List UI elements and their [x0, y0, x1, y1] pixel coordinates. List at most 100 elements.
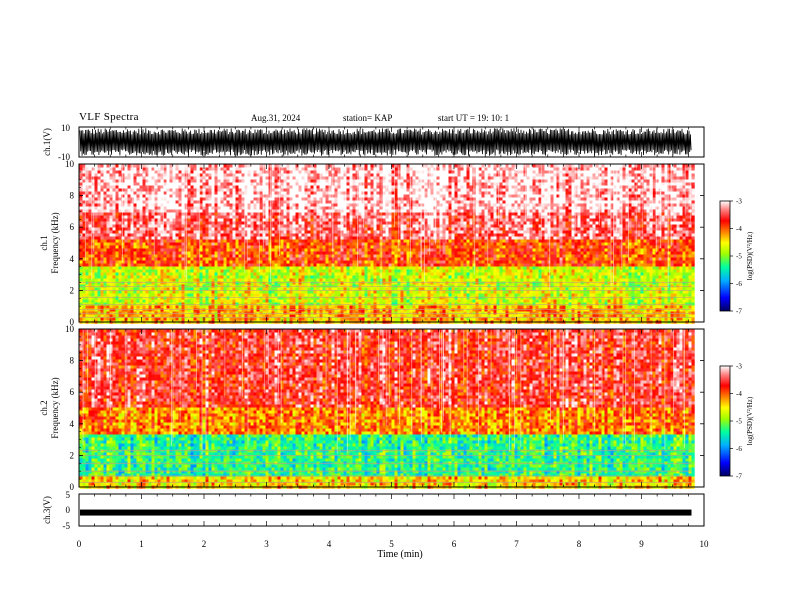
spectrogram-cell — [91, 272, 95, 276]
spectrogram-cell — [217, 245, 221, 249]
spectrogram-cell — [127, 290, 131, 294]
spectrogram-cell — [289, 176, 293, 180]
spectrogram-cell — [196, 281, 200, 285]
spectrogram-cell — [253, 245, 257, 249]
spectrogram-cell — [112, 221, 116, 225]
spectrogram-cell — [352, 194, 356, 198]
spectrogram-cell — [223, 260, 227, 264]
spectrogram-cell — [109, 221, 113, 225]
spectrogram-cell — [220, 245, 224, 249]
spectrogram-cell — [292, 179, 296, 183]
spectrogram-cell — [217, 281, 221, 285]
spectrogram-cell — [112, 185, 116, 189]
spectrogram-cell — [112, 260, 116, 264]
spectrogram-cell — [154, 299, 158, 303]
spectrogram-cell — [238, 197, 242, 201]
spectrogram-cell — [226, 263, 230, 267]
spectrogram-cell — [175, 206, 179, 210]
spectrogram-cell — [352, 224, 356, 228]
spectrogram-cell — [133, 245, 137, 249]
spectrogram-cell — [337, 185, 341, 189]
spectrogram-cell — [205, 269, 209, 273]
spectrogram-cell — [193, 287, 197, 291]
spectrogram-cell — [310, 245, 314, 249]
spectrogram-cell — [106, 269, 110, 273]
spectrogram-cell — [343, 305, 347, 309]
spectrogram-cell — [253, 293, 257, 297]
spectrogram-cell — [304, 239, 308, 243]
spectrogram-cell — [157, 182, 161, 186]
spectrogram-cell — [139, 275, 143, 279]
spectrogram-cell — [214, 179, 218, 183]
spectrogram-cell — [202, 254, 206, 258]
spectrogram-cell — [193, 167, 197, 171]
spectrogram-cell — [274, 251, 278, 255]
spectrogram-cell — [262, 254, 266, 258]
spectrogram-cell — [154, 263, 158, 267]
spectrogram-cell — [337, 176, 341, 180]
spectrogram-cell — [286, 224, 290, 228]
spectrogram-cell — [130, 260, 134, 264]
spectrogram-cell — [229, 209, 233, 213]
spectrogram-cell — [334, 278, 338, 282]
spectrogram-cell — [226, 278, 230, 282]
spectrogram-cell — [139, 197, 143, 201]
spectrogram-cell — [304, 170, 308, 174]
spectrogram-cell — [349, 245, 353, 249]
spectrogram-cell — [157, 266, 161, 270]
spectrogram-cell — [160, 251, 164, 255]
spectrogram-cell — [295, 212, 299, 216]
spectrogram-cell — [166, 266, 170, 270]
spectrogram-cell — [238, 227, 242, 231]
spectrogram-cell — [190, 257, 194, 261]
spectrogram-cell — [253, 239, 257, 243]
spectrogram-cell — [313, 167, 317, 171]
spectrogram-cell — [172, 182, 176, 186]
spectrogram-cell — [319, 197, 323, 201]
spectrogram-cell — [181, 281, 185, 285]
spectrogram-cell — [340, 302, 344, 306]
spectrogram-cell — [334, 293, 338, 297]
page-title: VLF Spectra — [79, 111, 139, 123]
spectrogram-cell — [142, 272, 146, 276]
spectrogram-cell — [223, 191, 227, 195]
spectrogram-cell — [85, 299, 89, 303]
spectrogram-cell — [124, 281, 128, 285]
spectrogram-cell — [85, 224, 89, 228]
spectrogram-cell — [358, 224, 362, 228]
spectrogram-cell — [253, 164, 257, 168]
spectrogram-cell — [151, 167, 155, 171]
spectrogram-cell — [157, 257, 161, 261]
spectrogram-cell — [157, 209, 161, 213]
spectrogram-cell — [310, 212, 314, 216]
spectrogram-cell — [307, 218, 311, 222]
spectrogram-cell — [283, 266, 287, 270]
spectrogram-cell — [190, 236, 194, 240]
spectrogram-cell — [310, 317, 314, 321]
spectrogram-cell — [256, 308, 260, 312]
spectrogram-cell — [316, 302, 320, 306]
spectrogram-cell — [262, 176, 266, 180]
spectrogram-cell — [82, 209, 86, 213]
spectrogram-cell — [211, 275, 215, 279]
spectrogram-cell — [229, 164, 233, 168]
spectrogram-cell — [94, 305, 98, 309]
spectrogram-cell — [211, 296, 215, 300]
spectrogram-cell — [106, 164, 110, 168]
spectrogram-cell — [130, 191, 134, 195]
spectrogram-cell — [127, 263, 131, 267]
spectrogram-cell — [202, 218, 206, 222]
spectrogram-cell — [172, 251, 176, 255]
spectrogram-cell — [148, 218, 152, 222]
spectrogram-cell — [301, 305, 305, 309]
spectrogram-cell — [85, 281, 89, 285]
spectrogram-cell — [148, 164, 152, 168]
spectrogram-cell — [160, 299, 164, 303]
spectrogram-cell — [229, 188, 233, 192]
spectrogram-cell — [346, 272, 350, 276]
spectrogram-cell — [103, 167, 107, 171]
spectrogram-cell — [85, 245, 89, 249]
spectrogram-cell — [124, 287, 128, 291]
spectrogram-cell — [181, 209, 185, 213]
spectrogram-cell — [211, 230, 215, 234]
